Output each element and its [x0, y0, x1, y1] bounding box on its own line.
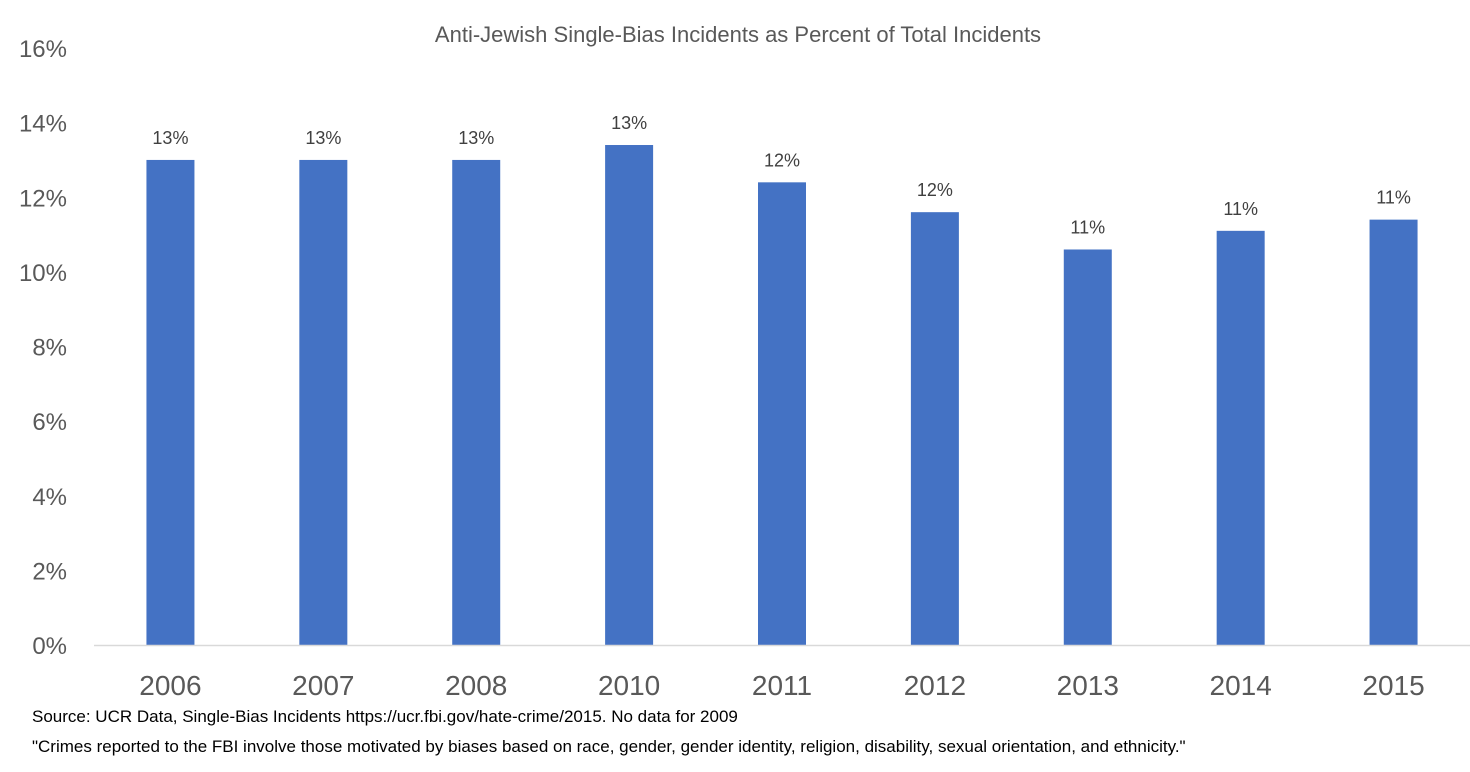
- bar-2013: [1063, 249, 1112, 646]
- data-label: 11%: [1376, 188, 1411, 208]
- data-label: 13%: [611, 113, 647, 133]
- data-label: 13%: [152, 128, 188, 148]
- y-tick-label: 0%: [32, 633, 67, 660]
- x-category-label: 2010: [598, 670, 660, 700]
- data-label: 11%: [1223, 199, 1258, 219]
- quote-note: "Crimes reported to the FBI involve thos…: [32, 737, 1186, 756]
- y-tick-label: 12%: [19, 185, 67, 212]
- y-tick-label: 14%: [19, 111, 67, 138]
- bar-2011: [758, 182, 806, 645]
- y-tick-label: 6%: [32, 409, 67, 436]
- x-category-label: 2013: [1057, 670, 1119, 700]
- bar-2012: [910, 212, 959, 646]
- chart-title: Anti-Jewish Single-Bias Incidents as Per…: [435, 22, 1041, 47]
- y-tick-label: 4%: [32, 484, 67, 511]
- bar-2006: [146, 159, 195, 645]
- bar-2008: [452, 159, 501, 645]
- x-category-label: 2015: [1362, 670, 1424, 700]
- bar-2015: [1369, 219, 1418, 645]
- data-label: 13%: [458, 128, 494, 148]
- bar-2010: [605, 145, 654, 645]
- x-category-label: 2014: [1210, 670, 1272, 700]
- data-label: 11%: [1070, 217, 1105, 237]
- x-category-label: 2011: [752, 670, 812, 700]
- bar-2007: [299, 159, 348, 645]
- data-label: 12%: [764, 150, 800, 170]
- y-tick-label: 2%: [32, 558, 67, 585]
- bar-chart: Anti-Jewish Single-Bias Incidents as Per…: [19, 22, 1470, 700]
- y-tick-label: 16%: [19, 36, 67, 63]
- data-label: 12%: [917, 180, 953, 200]
- y-tick-label: 8%: [32, 335, 67, 362]
- source-note: Source: UCR Data, Single-Bias Incidents …: [32, 707, 738, 726]
- bar-2014: [1216, 230, 1265, 646]
- data-label: 13%: [305, 128, 341, 148]
- x-category-label: 2012: [904, 670, 966, 700]
- x-category-label: 2007: [292, 670, 354, 700]
- x-category-label: 2008: [445, 670, 507, 700]
- x-category-label: 2006: [139, 670, 201, 700]
- y-tick-label: 10%: [19, 260, 67, 287]
